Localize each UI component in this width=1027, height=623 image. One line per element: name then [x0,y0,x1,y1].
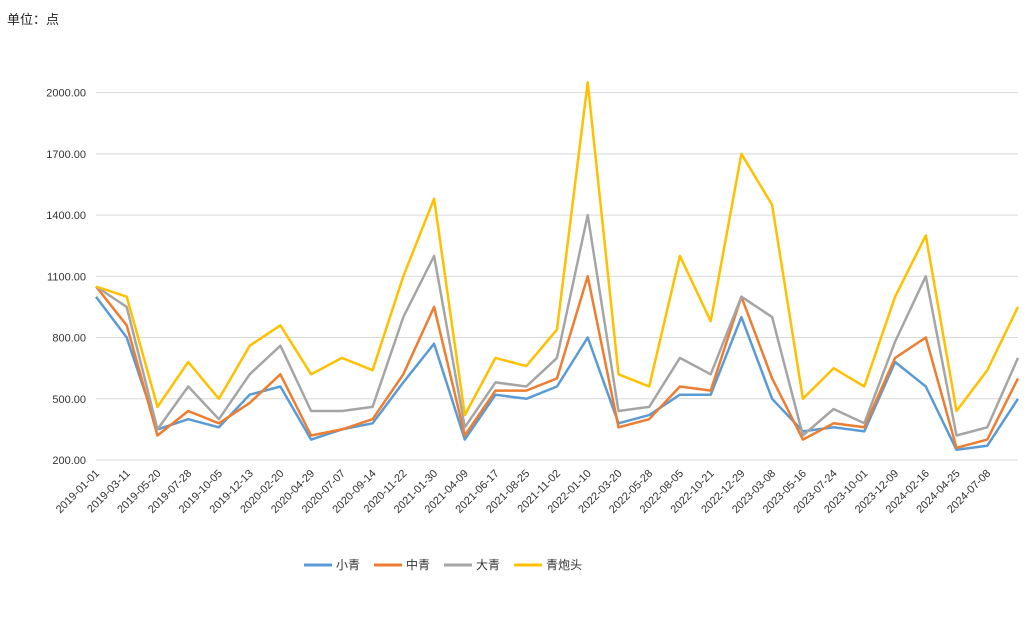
y-tick-label: 1100.00 [47,271,86,283]
x-axis-ticks: 2019-01-012019-03-112019-05-202019-07-28… [54,468,994,516]
unit-label: 单位：点 [7,13,60,28]
gridlines [96,92,1018,461]
y-tick-label: 1700.00 [46,149,86,161]
legend-label: 大青 [476,558,500,572]
series-line [95,81,1020,417]
legend-label: 中青 [406,557,430,572]
legend-label: 小青 [336,558,360,572]
legend-label: 青炮头 [546,558,582,572]
y-tick-label: 200.00 [52,455,86,467]
series-lines [95,81,1020,452]
y-tick-label: 1400.00 [46,210,86,222]
series-line [95,295,1020,452]
y-tick-label: 800.00 [52,333,86,345]
y-axis-ticks: 200.00 500.00 800.00 1100.00 1400.00 1700.00 2… [46,88,86,467]
series-line [95,275,1020,450]
series-line [95,213,1020,437]
legend: 小青 中青 大青 青炮头 [304,557,582,572]
y-tick-label: 2000.00 [46,88,86,100]
y-tick-label: 500.00 [52,394,86,406]
